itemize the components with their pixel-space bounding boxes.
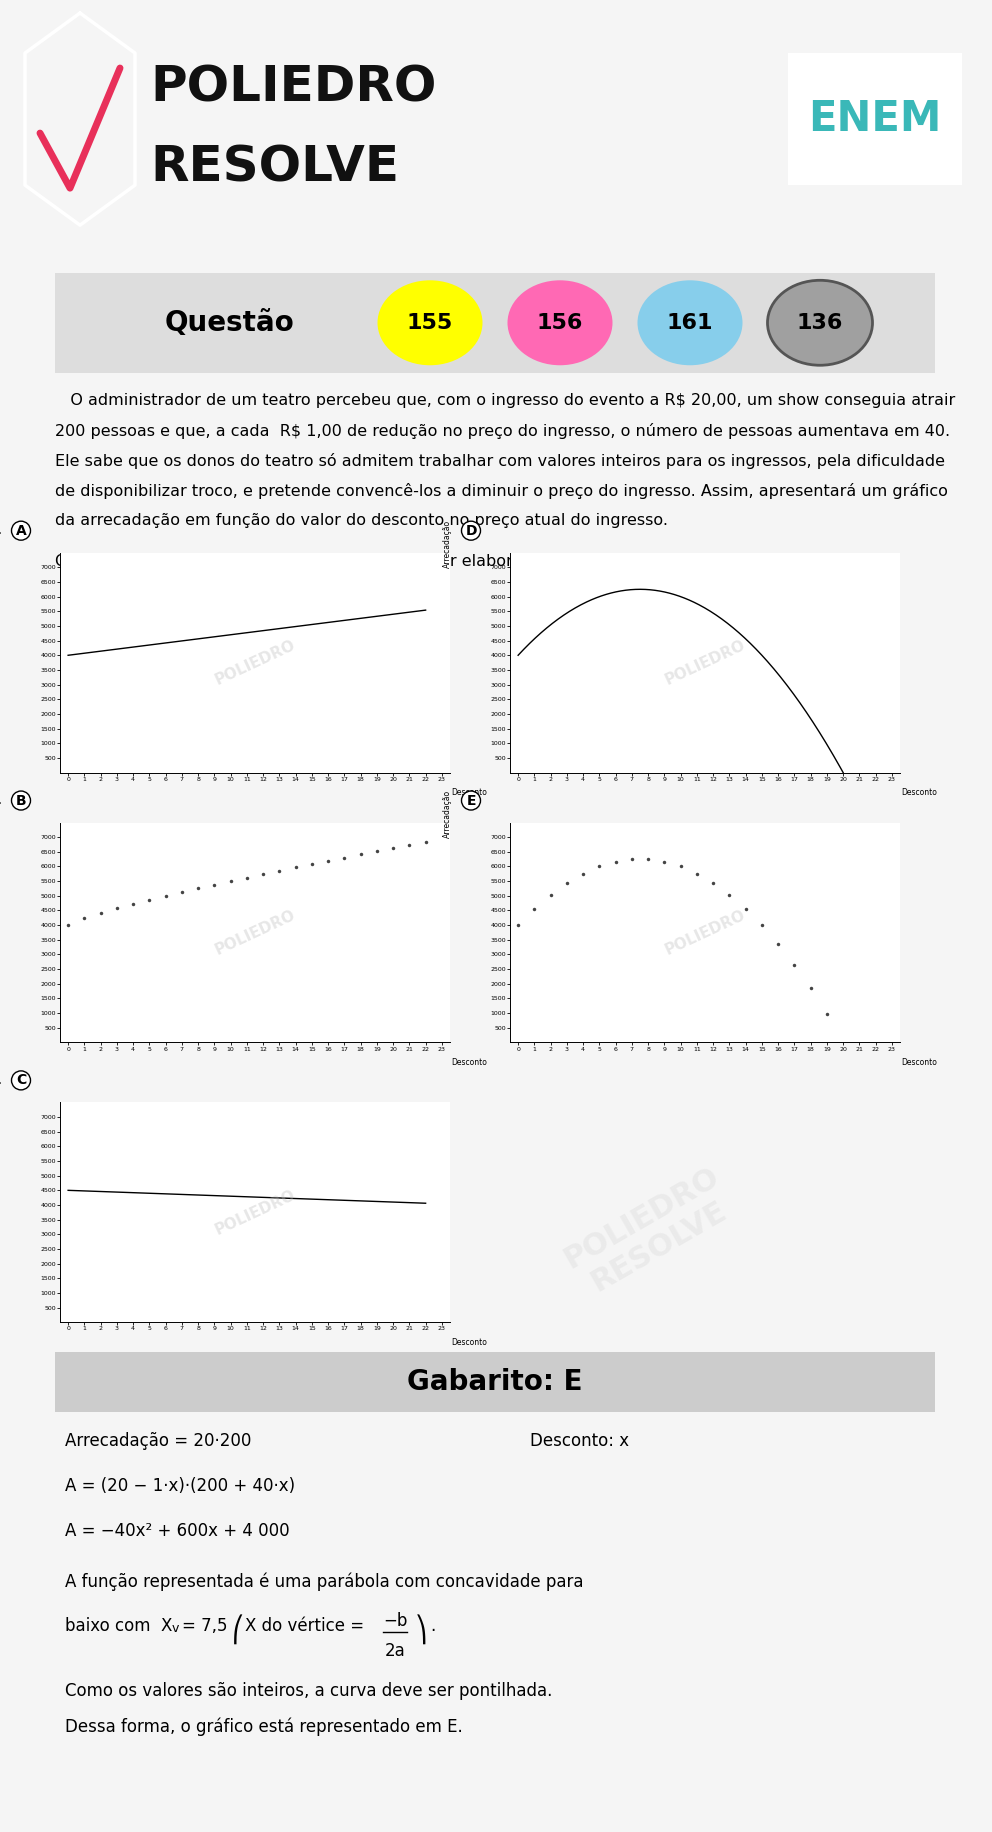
- FancyBboxPatch shape: [55, 273, 935, 372]
- Text: D: D: [465, 524, 477, 537]
- Ellipse shape: [768, 280, 873, 365]
- Text: 136: 136: [797, 313, 843, 333]
- Text: Arrecadação = 20·200: Arrecadação = 20·200: [65, 1433, 251, 1451]
- Text: v: v: [172, 1621, 180, 1636]
- Text: Ele sabe que os donos do teatro só admitem trabalhar com valores inteiros para o: Ele sabe que os donos do teatro só admit…: [55, 453, 945, 469]
- Text: de disponibilizar troco, e pretende convencê-los a diminuir o preço do ingresso.: de disponibilizar troco, e pretende conv…: [55, 482, 948, 498]
- Text: X do vértice =: X do vértice =: [245, 1618, 364, 1636]
- X-axis label: Desconto: Desconto: [451, 1057, 487, 1066]
- Text: A = −40x² + 600x + 4 000: A = −40x² + 600x + 4 000: [65, 1522, 290, 1541]
- X-axis label: Desconto: Desconto: [451, 1337, 487, 1347]
- Text: 2a: 2a: [385, 1641, 406, 1660]
- Text: RESOLVE: RESOLVE: [150, 143, 399, 191]
- Text: 155: 155: [407, 313, 453, 333]
- Text: Como os valores são inteiros, a curva deve ser pontilhada.: Como os valores são inteiros, a curva de…: [65, 1682, 553, 1700]
- Text: .: .: [430, 1618, 435, 1636]
- FancyBboxPatch shape: [55, 1352, 935, 1412]
- Ellipse shape: [638, 280, 742, 365]
- Text: POLIEDRO: POLIEDRO: [212, 907, 298, 958]
- Text: Gabarito: E: Gabarito: E: [408, 1369, 582, 1396]
- Y-axis label: Arrecadação: Arrecadação: [442, 520, 451, 568]
- Y-axis label: Arrecadação: Arrecadação: [0, 790, 2, 837]
- Text: POLIEDRO: POLIEDRO: [663, 907, 748, 958]
- Text: B: B: [16, 793, 27, 808]
- Text: A função representada é uma parábola com concavidade para: A função representada é uma parábola com…: [65, 1572, 583, 1590]
- X-axis label: Desconto: Desconto: [451, 788, 487, 797]
- FancyBboxPatch shape: [788, 53, 962, 185]
- Text: POLIEDRO: POLIEDRO: [212, 1187, 298, 1238]
- Text: 161: 161: [667, 313, 713, 333]
- Text: = 7,5: = 7,5: [182, 1618, 227, 1636]
- Text: POLIEDRO: POLIEDRO: [212, 638, 298, 687]
- Y-axis label: Arrecadação: Arrecadação: [0, 1070, 2, 1118]
- Text: ENEM: ENEM: [808, 99, 941, 139]
- Text: E: E: [466, 793, 476, 808]
- Text: POLIEDRO
RESOLVE: POLIEDRO RESOLVE: [159, 861, 341, 1004]
- Text: baixo com  X: baixo com X: [65, 1618, 173, 1636]
- Ellipse shape: [378, 280, 482, 365]
- Text: Dessa forma, o gráfico está representado em E.: Dessa forma, o gráfico está representado…: [65, 1717, 462, 1735]
- Text: Questão: Questão: [165, 310, 295, 337]
- Text: Desconto: x: Desconto: x: [530, 1433, 629, 1451]
- Ellipse shape: [508, 280, 612, 365]
- Text: −b: −b: [383, 1612, 407, 1630]
- X-axis label: Desconto: Desconto: [902, 1057, 937, 1066]
- Text: O gráfico que mais se assemelha ao que deve ser elaborado pelo administrador é: O gráfico que mais se assemelha ao que d…: [55, 553, 715, 568]
- Text: POLIEDRO: POLIEDRO: [663, 638, 748, 687]
- Text: A: A: [16, 524, 27, 537]
- Y-axis label: Arrecadação: Arrecadação: [0, 520, 2, 568]
- Text: ⎛: ⎛: [232, 1614, 244, 1643]
- Text: O administrador de um teatro percebeu que, com o ingresso do evento a R$ 20,00, : O administrador de um teatro percebeu qu…: [55, 392, 955, 409]
- Y-axis label: Arrecadação: Arrecadação: [442, 790, 451, 837]
- X-axis label: Desconto: Desconto: [902, 788, 937, 797]
- FancyBboxPatch shape: [0, 253, 992, 1832]
- Text: POLIEDRO
RESOLVE: POLIEDRO RESOLVE: [558, 1161, 741, 1303]
- Text: ⎞: ⎞: [415, 1614, 428, 1643]
- Text: 156: 156: [537, 313, 583, 333]
- Text: A = (20 − 1·x)·(200 + 40·x): A = (20 − 1·x)·(200 + 40·x): [65, 1477, 296, 1495]
- Text: POLIEDRO
RESOLVE: POLIEDRO RESOLVE: [558, 562, 741, 703]
- Text: POLIEDRO: POLIEDRO: [150, 62, 436, 112]
- Text: 200 pessoas e que, a cada  R$ 1,00 de redução no preço do ingresso, o número de : 200 pessoas e que, a cada R$ 1,00 de red…: [55, 423, 950, 438]
- Text: C: C: [16, 1074, 26, 1088]
- Text: da arrecadação em função do valor do desconto no preço atual do ingresso.: da arrecadação em função do valor do des…: [55, 513, 668, 528]
